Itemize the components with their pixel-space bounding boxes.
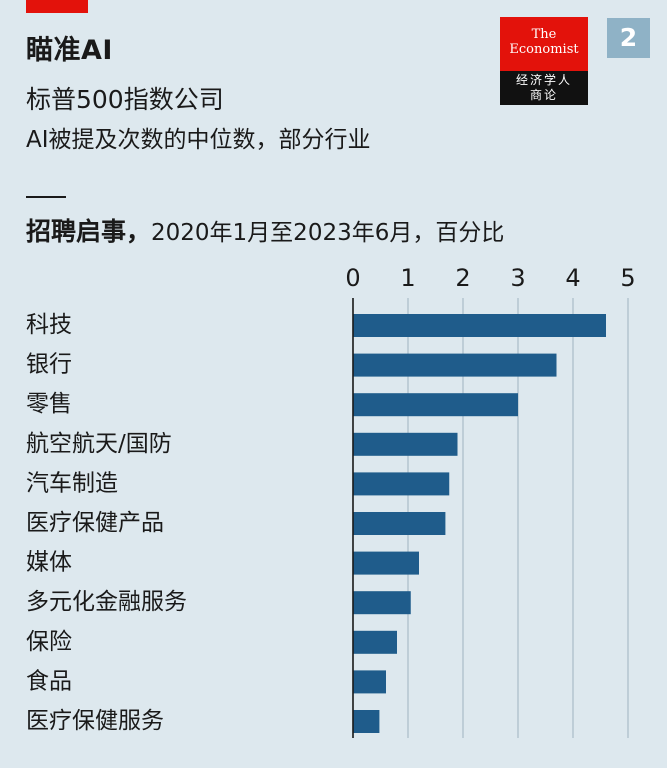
logo-line1: The: [531, 27, 557, 42]
category-label: 媒体: [26, 550, 72, 576]
chart-description: AI被提及次数的中位数，部分行业: [26, 127, 371, 153]
bar: [353, 512, 446, 535]
chart-number-badge: 2: [607, 18, 650, 58]
bar: [353, 353, 557, 377]
panel-rule: [26, 196, 66, 198]
x-tick-label: 0: [345, 264, 360, 292]
x-tick-label: 5: [620, 264, 635, 292]
bar: [353, 432, 458, 456]
category-label: 保险: [26, 629, 72, 655]
bar: [353, 670, 386, 694]
panel-title-bold: 招聘启事，: [26, 217, 152, 246]
panel-title-rest: 2020年1月至2023年6月，百分比: [151, 220, 505, 246]
chart-subtitle: 标普500指数公司: [26, 85, 224, 114]
red-tag: [26, 0, 88, 13]
category-label: 银行: [26, 352, 72, 378]
bar: [353, 314, 606, 337]
bar: [353, 551, 419, 575]
x-tick-label: 2: [455, 264, 470, 292]
category-label: 食品: [26, 668, 72, 694]
bar: [353, 393, 518, 417]
chart-title: 瞄准AI: [26, 35, 113, 66]
logo-cn-line2: 商论: [529, 88, 558, 102]
category-label: 多元化金融服务: [26, 589, 187, 615]
bar: [353, 472, 450, 496]
x-tick-label: 4: [565, 264, 580, 292]
category-label: 零售: [26, 391, 72, 417]
category-label: 医疗保健产品: [26, 510, 164, 536]
logo-line2: Economist: [509, 42, 579, 57]
panel-title: 招聘启事，2020年1月至2023年6月，百分比: [26, 212, 504, 248]
logo-cn-line1: 经济学人: [515, 73, 572, 87]
category-label: 汽车制造: [26, 470, 118, 496]
x-tick-label: 3: [510, 264, 525, 292]
bar: [353, 710, 380, 733]
category-label: 医疗保健服务: [26, 708, 164, 734]
economist-logo: The Economist 经济学人 商论: [500, 17, 588, 105]
bar: [353, 591, 411, 615]
x-tick-label: 1: [400, 264, 415, 292]
category-label: 科技: [26, 312, 72, 338]
bar-chart: 0 1 2 3 4 5 科技银行零售航空航天/国防汽车制造医疗保健产品媒体多元化金融服务保险…: [26, 264, 636, 738]
category-label: 航空航天/国防: [26, 431, 172, 457]
bar: [353, 630, 397, 654]
